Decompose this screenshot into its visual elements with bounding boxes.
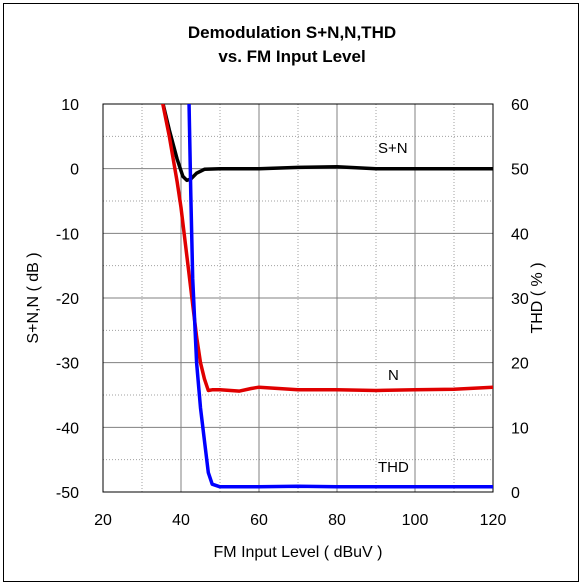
series-label-n: N [388, 367, 399, 384]
chart-title-line2: vs. FM Input Level [218, 47, 365, 66]
y-right-tick-labels: 60 50 40 30 20 10 0 [511, 97, 529, 502]
x-tick-label: 20 [94, 512, 112, 529]
x-axis-label: FM Input Level ( dBuV ) [214, 544, 383, 561]
x-tick-labels: 20 40 60 80 100 120 [94, 512, 506, 529]
series-line-s-n [161, 104, 493, 183]
major-gridlines [103, 104, 493, 492]
y-axis-left-label: S+N,N ( dB ) [25, 252, 42, 343]
plot-border [102, 103, 494, 493]
series-label-thd: THD [378, 459, 409, 476]
y-left-tick-label: 0 [70, 162, 79, 179]
y-left-tick-label: 10 [61, 97, 79, 114]
y-left-tick-labels: 10 0 -10 -20 -30 -40 -50 [56, 97, 79, 502]
y-left-tick-label: -40 [56, 420, 79, 437]
y-right-tick-label: 50 [511, 162, 529, 179]
y-left-tick-label: -30 [56, 356, 79, 373]
chart-title-line1: Demodulation S+N,N,THD [188, 23, 396, 42]
y-right-tick-label: 0 [511, 485, 520, 502]
y-left-tick-label: -20 [56, 291, 79, 308]
x-tick-label: 120 [480, 512, 507, 529]
y-right-tick-label: 60 [511, 97, 529, 114]
x-tick-label: 40 [172, 512, 190, 529]
y-right-tick-label: 30 [511, 291, 529, 308]
series-line-n [161, 104, 493, 393]
series-line-thd [187, 104, 493, 489]
minor-gridlines [103, 104, 493, 492]
x-tick-label: 80 [328, 512, 346, 529]
x-tick-label: 60 [250, 512, 268, 529]
series-label-s-n: S+N [378, 140, 408, 157]
x-tick-label: 100 [402, 512, 429, 529]
series-layer [161, 104, 493, 489]
y-axis-right-label: THD ( % ) [529, 262, 546, 333]
y-right-tick-label: 20 [511, 356, 529, 373]
y-right-tick-label: 40 [511, 226, 529, 243]
y-left-tick-label: -10 [56, 226, 79, 243]
y-right-tick-label: 10 [511, 420, 529, 437]
y-left-tick-label: -50 [56, 485, 79, 502]
